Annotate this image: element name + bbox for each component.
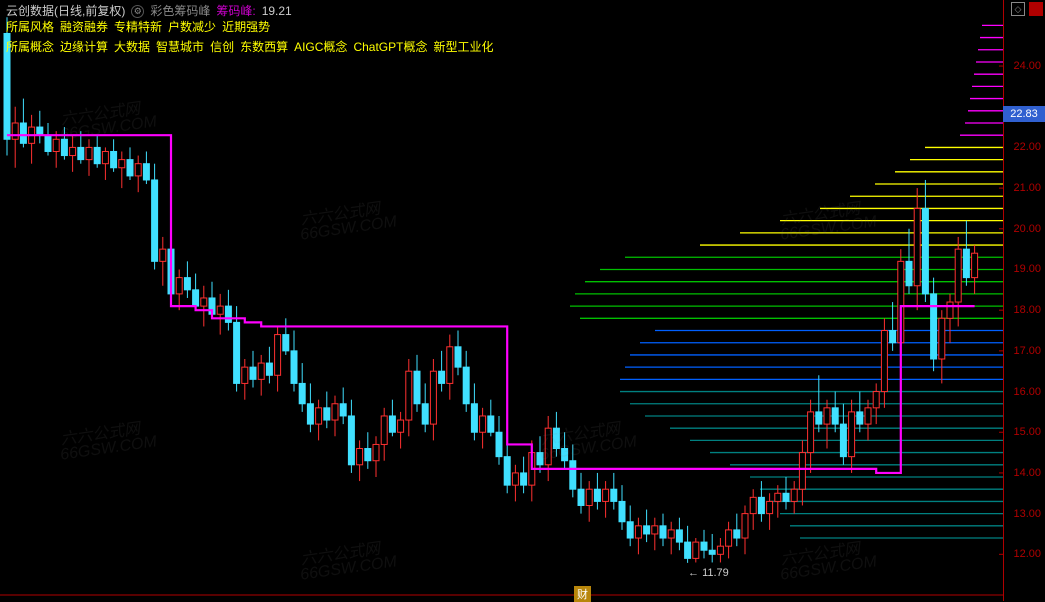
candlestick-chart[interactable]	[0, 0, 1003, 601]
concept-row: 所属概念边缘计算大数据智慧城市信创东数西算AIGC概念ChatGPT概念新型工业…	[6, 38, 499, 55]
low-price-marker: ← 11.79	[688, 567, 729, 579]
finance-marker[interactable]: 财	[574, 586, 591, 602]
gear-icon[interactable]: ⚙	[131, 5, 144, 18]
current-price-tag: 22.83	[1003, 106, 1045, 122]
diamond-icon[interactable]: ◇	[1011, 2, 1025, 16]
risk-row: 所属风格融资融券专精特新户数减少近期强势	[6, 18, 276, 35]
square-icon[interactable]	[1029, 2, 1043, 16]
top-right-controls: ◇	[1011, 2, 1043, 16]
y-axis: 12.0013.0014.0015.0016.0017.0018.0019.00…	[1003, 0, 1045, 601]
